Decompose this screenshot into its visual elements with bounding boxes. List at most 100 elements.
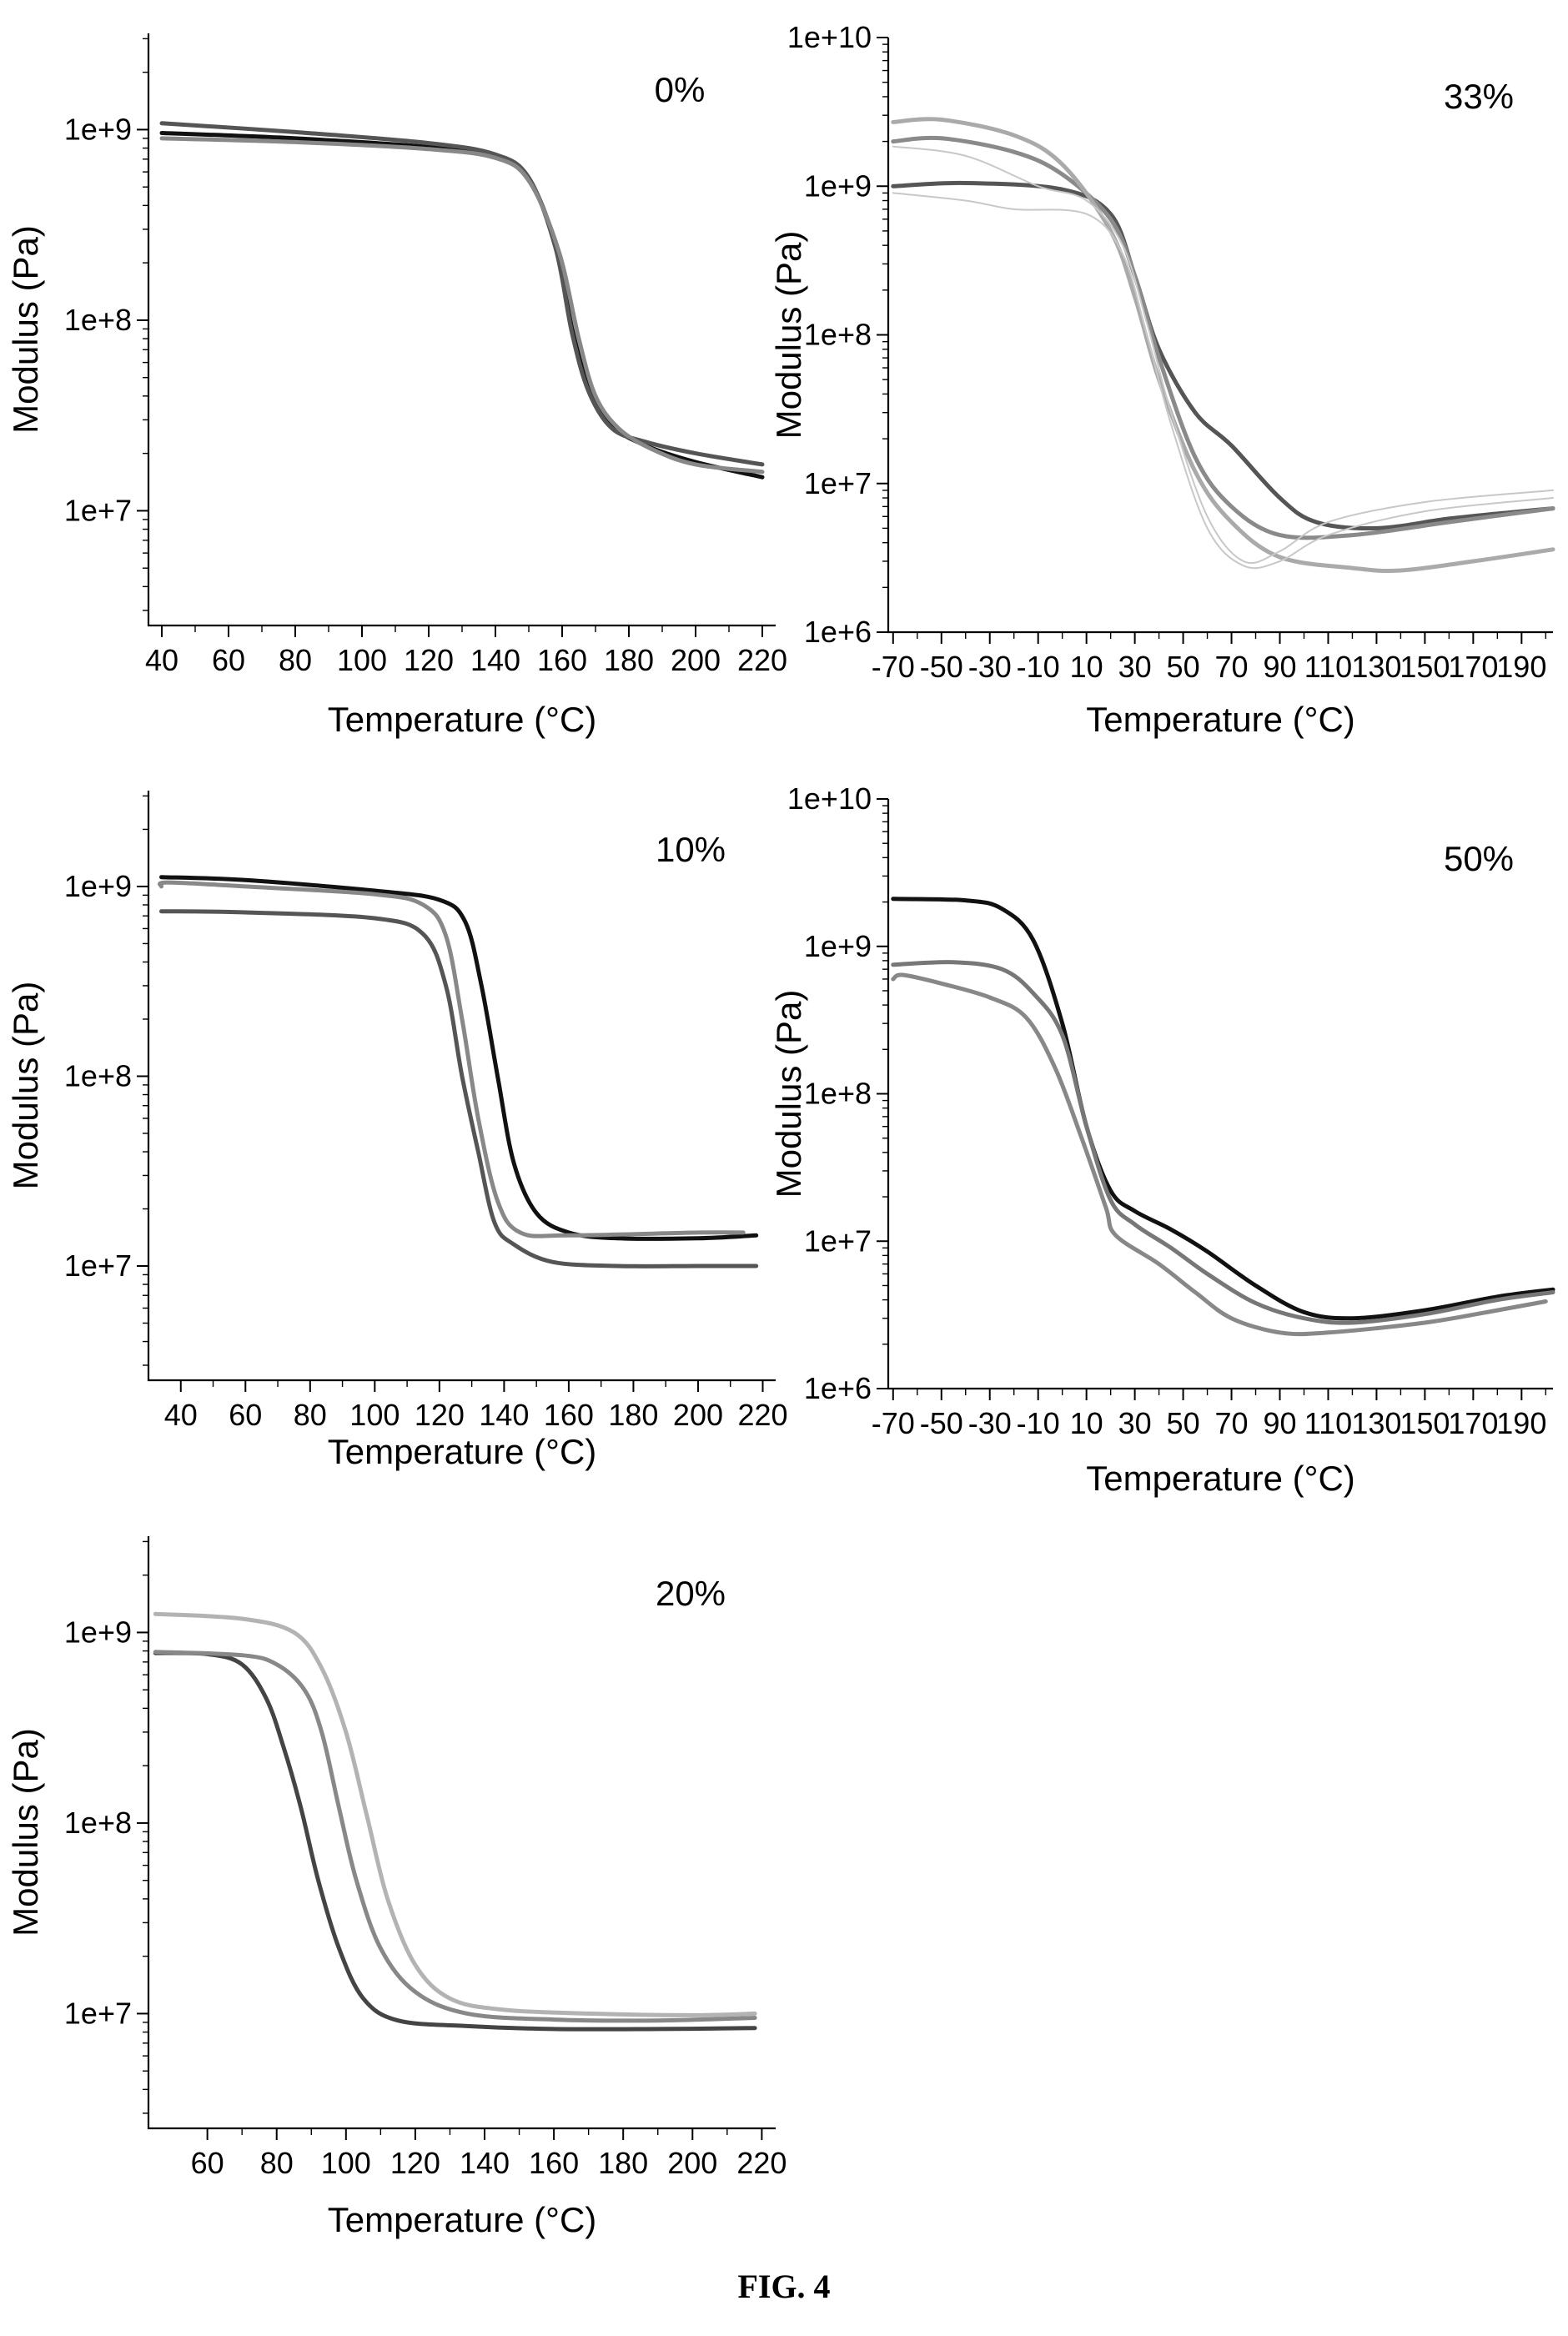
x-tick-label: 60 (191, 2146, 224, 2180)
y-tick-label: 1e+8 (64, 1058, 132, 1093)
series-line (153, 1611, 757, 2017)
panel-label: 0% (655, 70, 706, 109)
y-tick-label: 1e+7 (804, 466, 872, 500)
x-tick-label: 170 (1448, 1406, 1498, 1440)
y-tick-label: 1e+8 (804, 318, 872, 352)
y-tick-label: 1e+8 (64, 303, 132, 337)
x-axis-title: Temperature (°C) (328, 2200, 597, 2239)
series-line (159, 909, 759, 1268)
x-tick-label: 30 (1118, 1406, 1152, 1440)
series-line (891, 180, 1555, 531)
series-line (891, 972, 1548, 1337)
x-tick-label: 80 (294, 1398, 327, 1432)
x-tick-label: 10 (1070, 1406, 1103, 1440)
x-tick-label: 80 (260, 2146, 294, 2180)
y-axis-title: Modulus (Pa) (769, 231, 808, 440)
y-tick-label: 1e+10 (787, 781, 872, 816)
x-tick-label: 200 (671, 643, 721, 677)
x-axis-title: Temperature (°C) (1086, 1459, 1355, 1498)
x-tick-label: 180 (608, 1398, 658, 1432)
x-tick-label: 220 (736, 2146, 787, 2180)
x-tick-label: 100 (321, 2146, 371, 2180)
y-tick-label: 1e+7 (64, 1996, 132, 2030)
x-tick-label: 220 (737, 643, 787, 677)
series-line (159, 136, 765, 475)
x-tick-label: 70 (1215, 1406, 1249, 1440)
x-axis-title: Temperature (°C) (1086, 700, 1355, 739)
x-tick-label: 50 (1167, 1406, 1200, 1440)
x-tick-label: 140 (460, 2146, 510, 2180)
x-tick-label: -70 (872, 650, 915, 684)
x-tick-label: 30 (1118, 650, 1152, 684)
x-tick-label: 60 (229, 1398, 262, 1432)
axis-frame (147, 791, 776, 1382)
y-tick-label: 1e+7 (64, 1248, 132, 1283)
x-tick-label: -10 (1017, 650, 1060, 684)
series-line (159, 121, 765, 467)
y-tick-label: 1e+7 (804, 1223, 872, 1258)
y-axis-title: Modulus (Pa) (769, 990, 808, 1198)
x-tick-label: 140 (479, 1398, 529, 1432)
axis-frame (147, 1536, 776, 2130)
x-tick-label: -30 (968, 1406, 1012, 1440)
x-tick-label: 90 (1263, 650, 1296, 684)
x-tick-label: 200 (667, 2146, 717, 2180)
y-axis-title: Modulus (Pa) (6, 982, 45, 1190)
x-tick-label: 170 (1448, 650, 1498, 684)
series-line (892, 192, 1554, 570)
panel-label: 20% (656, 1574, 726, 1613)
y-tick-label: 1e+10 (787, 20, 872, 54)
y-tick-label: 1e+8 (64, 1806, 132, 1840)
x-tick-label: 180 (604, 643, 654, 677)
series-line (891, 135, 1555, 540)
panel-label: 50% (1444, 839, 1514, 878)
x-tick-label: -30 (968, 650, 1012, 684)
x-tick-label: 60 (212, 643, 245, 677)
x-tick-label: 110 (1304, 650, 1352, 684)
y-tick-label: 1e+8 (804, 1077, 872, 1111)
series-line (153, 1650, 757, 2032)
y-tick-label: 1e+9 (804, 168, 872, 203)
x-tick-label: 40 (164, 1398, 198, 1432)
y-tick-label: 1e+9 (64, 112, 132, 146)
x-tick-label: 80 (279, 643, 312, 677)
x-tick-label: 50 (1167, 650, 1200, 684)
y-tick-label: 1e+6 (804, 615, 872, 649)
x-tick-label: 140 (470, 643, 520, 677)
x-tick-label: 220 (737, 1398, 787, 1432)
panel-label: 33% (1444, 77, 1514, 116)
x-tick-label: 90 (1263, 1406, 1296, 1440)
y-tick-label: 1e+9 (804, 929, 872, 963)
x-tick-label: 120 (404, 643, 454, 677)
x-tick-label: 150 (1400, 650, 1450, 684)
series-line (892, 145, 1554, 565)
axis-frame (887, 799, 1553, 1390)
x-tick-label: 150 (1400, 1406, 1450, 1440)
x-axis-title: Temperature (°C) (328, 700, 597, 739)
x-tick-label: 190 (1496, 650, 1546, 684)
series-line (159, 131, 765, 480)
panel-label: 10% (656, 830, 726, 869)
figure-caption: FIG. 4 (737, 2268, 831, 2305)
x-tick-label: 160 (529, 2146, 579, 2180)
y-axis-title: Modulus (Pa) (6, 1728, 45, 1937)
series-line (891, 897, 1555, 1321)
x-tick-label: 110 (1304, 1406, 1352, 1440)
y-tick-label: 1e+6 (804, 1371, 872, 1405)
series-line (891, 117, 1555, 574)
x-axis-title: Temperature (°C) (328, 1432, 597, 1471)
series-line (891, 960, 1555, 1325)
x-tick-label: 70 (1215, 650, 1249, 684)
series-line (153, 1650, 757, 2023)
chart-panel: 1e+7 1e+8 1e+9 60 80 100 120 140 160 180 200 220 Tem… (6, 1536, 787, 2239)
x-tick-label: 160 (544, 1398, 594, 1432)
chart-panel: 1e+6 1e+7 1e+8 1e+9 1e+10 -70 -50 -30 -10 10 30 50 7… (769, 20, 1555, 739)
x-tick-label: -50 (920, 650, 963, 684)
x-tick-label: 100 (349, 1398, 400, 1432)
x-tick-label: -70 (872, 1406, 915, 1440)
x-tick-label: 190 (1496, 1406, 1546, 1440)
x-tick-label: 160 (537, 643, 587, 677)
chart-panel: 1e+6 1e+7 1e+8 1e+9 1e+10 -70 -50 -30 -10 10 30 50 7… (769, 781, 1555, 1498)
x-tick-label: 180 (598, 2146, 648, 2180)
